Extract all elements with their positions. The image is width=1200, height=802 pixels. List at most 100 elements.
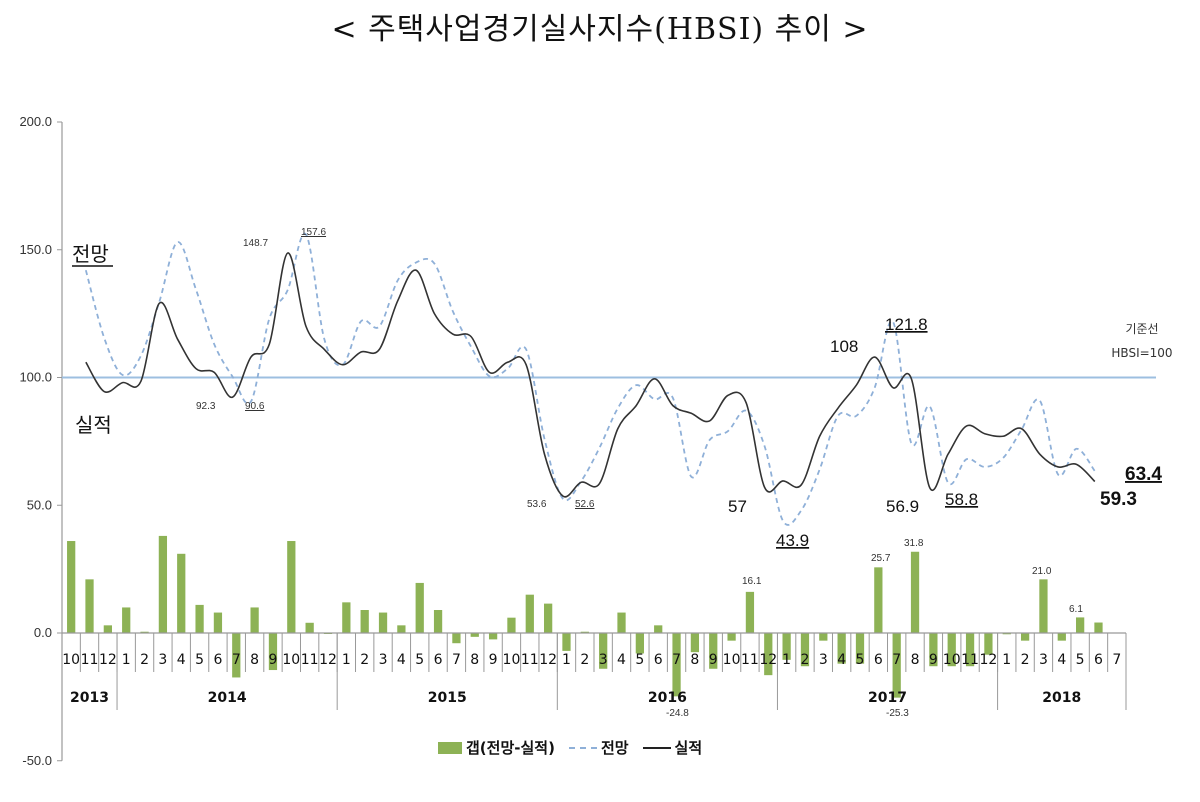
gap-bar [85,579,94,633]
data-annotation: 31.8 [904,538,924,549]
month-label: 4 [397,652,406,668]
month-label: 6 [213,652,222,668]
y-tick-label: 150.0 [19,242,52,257]
actual-side-label: 실적 [75,413,112,437]
month-label: 1 [782,652,791,668]
year-label: 2015 [428,690,467,706]
gap-bar [562,633,571,651]
month-label: 2 [360,652,369,668]
month-label: 10 [282,652,300,668]
year-label: 2014 [208,690,247,706]
data-annotation: 43.9 [776,531,809,550]
month-label: 11 [741,652,759,668]
data-annotation: -25.3 [886,708,909,719]
month-label: 7 [232,652,241,668]
gap-bar [397,625,406,633]
forecast-line [84,232,1096,526]
gap-bar [433,610,443,633]
gap-bar [929,633,938,667]
gap-bar [709,633,718,669]
month-label: 4 [1057,652,1066,668]
gap-bar [452,633,461,644]
legend-forecast-dash-icon [568,746,597,749]
month-label: 8 [690,652,699,668]
gap-bar [837,633,846,664]
data-annotation: 53.6 [527,499,547,510]
data-annotation: 21.0 [1032,566,1052,577]
month-label: 1 [562,652,571,668]
month-label: 9 [929,652,938,668]
data-annotation: 56.9 [886,497,919,516]
month-label: 3 [379,652,388,668]
month-label: 10 [62,652,80,668]
forecast-side-label: 전망 [72,242,109,266]
month-label: 11 [961,652,979,668]
month-label: 8 [250,652,259,668]
month-label: 7 [452,652,461,668]
year-label: 2018 [1042,690,1081,706]
gap-bar [892,633,901,698]
data-annotation: 58.8 [945,490,978,509]
month-label: 3 [819,652,828,668]
data-annotation: 90.6 [245,401,265,412]
month-label: 7 [892,652,901,668]
y-tick-label: 50.0 [27,497,52,512]
gap-bar [1002,633,1011,635]
data-annotation: 16.1 [742,576,762,587]
gap-bar [195,604,204,633]
month-label: 8 [911,652,920,668]
month-label: 11 [81,652,99,668]
y-tick-label: 100.0 [19,370,52,385]
month-label: 11 [521,652,539,668]
gap-bar [1094,622,1103,633]
gap-bar [415,582,424,633]
data-annotation: 52.6 [575,499,595,510]
data-annotation: 157.6 [301,227,326,238]
gap-bar [819,633,828,641]
month-label: 12 [759,652,777,668]
gap-bar [965,633,975,667]
gap-bar [268,633,278,671]
legend-gap-label: 갭(전망-실적) [466,739,555,757]
gap-bar [488,633,498,640]
gap-bar [727,633,736,641]
gap-bar [287,541,296,633]
data-annotation: 59.3 [1100,489,1137,510]
gap-bar [947,633,956,667]
gap-bar [525,594,534,633]
data-annotation: 148.7 [243,238,268,249]
month-label: 5 [635,652,644,668]
gap-bar [745,591,755,633]
data-annotation: -24.8 [666,708,689,719]
month-label: 4 [177,652,186,668]
month-label: 6 [434,652,443,668]
month-label: 6 [654,652,663,668]
gap-bar [305,622,314,633]
gap-bar [250,607,259,633]
month-label: 12 [319,652,337,668]
reference-label: 기준선 [1125,322,1158,336]
gap-bar [470,633,479,637]
month-label: 4 [617,652,626,668]
gap-bar [654,625,663,633]
gap-bar [360,610,369,633]
month-label: 7 [672,652,681,668]
legend-forecast: 전망 [568,737,629,758]
gap-bar [599,633,608,669]
y-tick-label: 0.0 [34,625,52,640]
month-label: 2 [801,652,810,668]
gap-bar [1039,579,1048,633]
gap-bar [103,625,112,633]
gap-bar [67,541,76,633]
month-label: 3 [599,652,608,668]
gap-bar [342,602,351,633]
year-label: 2013 [70,690,109,706]
month-label: 12 [99,652,117,668]
gap-bar [507,617,516,633]
month-label: 2 [1021,652,1030,668]
gap-bar [800,633,810,667]
month-label: 5 [1076,652,1085,668]
month-label: 6 [874,652,883,668]
data-annotation: 25.7 [871,553,891,564]
gap-bar [122,607,131,633]
